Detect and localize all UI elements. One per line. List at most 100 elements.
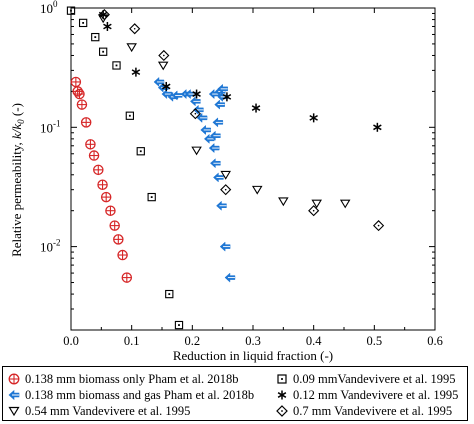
data-point-s2-part [99, 47, 108, 56]
data-point-s1 [200, 124, 211, 136]
data-point-s0 [105, 205, 116, 216]
data-point-s3-part [161, 83, 171, 90]
data-point-s1 [210, 158, 221, 169]
data-point-s5-part [129, 23, 141, 35]
data-point-s2 [112, 61, 121, 70]
data-point-s4 [191, 146, 202, 156]
legend-marker-diamond-icon [276, 405, 288, 417]
data-point-s2-part [147, 192, 156, 202]
legend-item-0.7mm: 0.7 mm Vandevivere et al. 1995 [275, 404, 452, 418]
data-point-s0 [74, 88, 85, 100]
y-tick-exponent: 0 [53, 0, 58, 9]
data-point-s5 [158, 49, 170, 62]
y-axis-label-unit: (-) [9, 103, 24, 119]
data-point-s0 [121, 272, 133, 283]
data-point-s3 [192, 89, 201, 99]
data-point-s4-part [251, 185, 263, 195]
y-axis-label: Relative permeability, k/k0 (-) [9, 103, 26, 257]
data-point-s5 [220, 184, 232, 196]
data-point-s4 [251, 185, 263, 195]
data-point-s3-part [103, 23, 112, 30]
data-point-s4-part [126, 43, 137, 53]
data-point-s3 [251, 103, 261, 113]
data-point-s0 [76, 99, 88, 110]
data-point-s3-part [192, 91, 201, 97]
data-point-s0 [97, 179, 108, 190]
data-point-s2 [91, 32, 100, 42]
data-point-s4-part [278, 197, 289, 207]
x-tick-label: 0.0 [63, 334, 79, 348]
data-point-s5 [98, 9, 110, 21]
data-point-s0 [100, 191, 112, 203]
x-tick-label: 0.1 [124, 334, 140, 348]
data-point-s2 [66, 6, 76, 15]
data-point-s2-part [66, 6, 76, 15]
legend-item-0.09mm: 0.09 mmVandevivere et al. 1995 [275, 372, 455, 386]
y-axis-label-sub: 0 [16, 119, 26, 124]
y-axis-label-math: k/k [9, 124, 24, 139]
data-point-s5-part [308, 205, 320, 217]
data-point-s1 [196, 112, 208, 123]
data-point-s3 [373, 122, 382, 132]
y-tick-exponent: -2 [53, 238, 61, 248]
data-point-s3-part [131, 69, 141, 76]
legend-label: 0.138 mm biomass and gas Pham et al. 201… [25, 387, 255, 402]
data-point-s2 [125, 111, 134, 120]
legend-item-biomass-only: 0.138 mm biomass only Pham et al. 2018b [7, 372, 239, 386]
data-point-s3 [222, 92, 232, 102]
data-point-s2-part [70, 9, 72, 12]
x-tick-label: 0.2 [185, 334, 201, 348]
data-point-s3-part [222, 93, 232, 100]
data-point-s4-part [220, 170, 231, 180]
data-point-s4-part [339, 199, 351, 209]
data-point-s1 [153, 76, 165, 88]
data-point-s5 [189, 108, 201, 120]
data-point-s3 [131, 67, 141, 77]
data-point-s2-part [102, 50, 105, 53]
legend-item-0.12mm: 0.12 mm Vandevivere et al. 1995 [275, 388, 458, 402]
data-point-s2-part [115, 64, 118, 67]
data-point-s0 [70, 76, 82, 88]
x-tick-label: 0.6 [427, 334, 443, 348]
data-point-s0 [85, 139, 96, 150]
x-axis-label: Reduction in liquid fraction (-) [173, 348, 333, 363]
data-point-s5-part [189, 108, 201, 120]
legend-label: 0.7 mm Vandevivere et al. 1995 [293, 403, 453, 418]
legend-marker-arrow-left-icon [8, 389, 20, 401]
data-point-s5-part [220, 184, 232, 196]
data-point-s1 [185, 88, 196, 100]
data-point-s2-part [165, 289, 174, 299]
y-axis-label-main: Relative permeability, [9, 139, 24, 257]
data-point-s0 [80, 117, 92, 128]
data-point-s0 [117, 249, 128, 261]
data-marks [66, 6, 385, 330]
data-point-s3 [161, 81, 171, 91]
data-point-s4-part [191, 146, 202, 156]
data-point-s2-part [128, 114, 131, 117]
data-point-s2 [174, 320, 184, 330]
data-point-s0 [93, 164, 104, 176]
data-point-s5-part [103, 13, 106, 16]
y-tick-exponent: -1 [53, 118, 61, 128]
data-point-s4 [220, 170, 231, 180]
data-point-s5-part [133, 27, 136, 30]
legend-marker-asterisk-icon [277, 390, 287, 400]
data-point-s1 [189, 96, 201, 107]
data-point-s1 [214, 99, 225, 110]
legend-label: 0.09 mmVandevivere et al. 1995 [293, 371, 456, 386]
data-point-s1 [193, 104, 204, 115]
data-point-s2-part [178, 324, 180, 326]
data-point-s1 [224, 272, 236, 283]
legend-marker-circle-plus-icon [8, 373, 20, 385]
data-point-s4 [311, 199, 322, 209]
legend-marker-square-icon [277, 374, 287, 384]
data-point-s5-part [163, 54, 165, 57]
data-point-s5-part [373, 220, 385, 232]
x-tick-label: 0.4 [306, 334, 322, 348]
data-point-s5-part [377, 224, 380, 227]
data-point-s1 [212, 117, 224, 128]
data-point-s2 [147, 192, 156, 202]
legend: 0.138 mm biomass only Pham et al. 2018b … [2, 366, 468, 421]
data-point-s4 [278, 197, 289, 207]
